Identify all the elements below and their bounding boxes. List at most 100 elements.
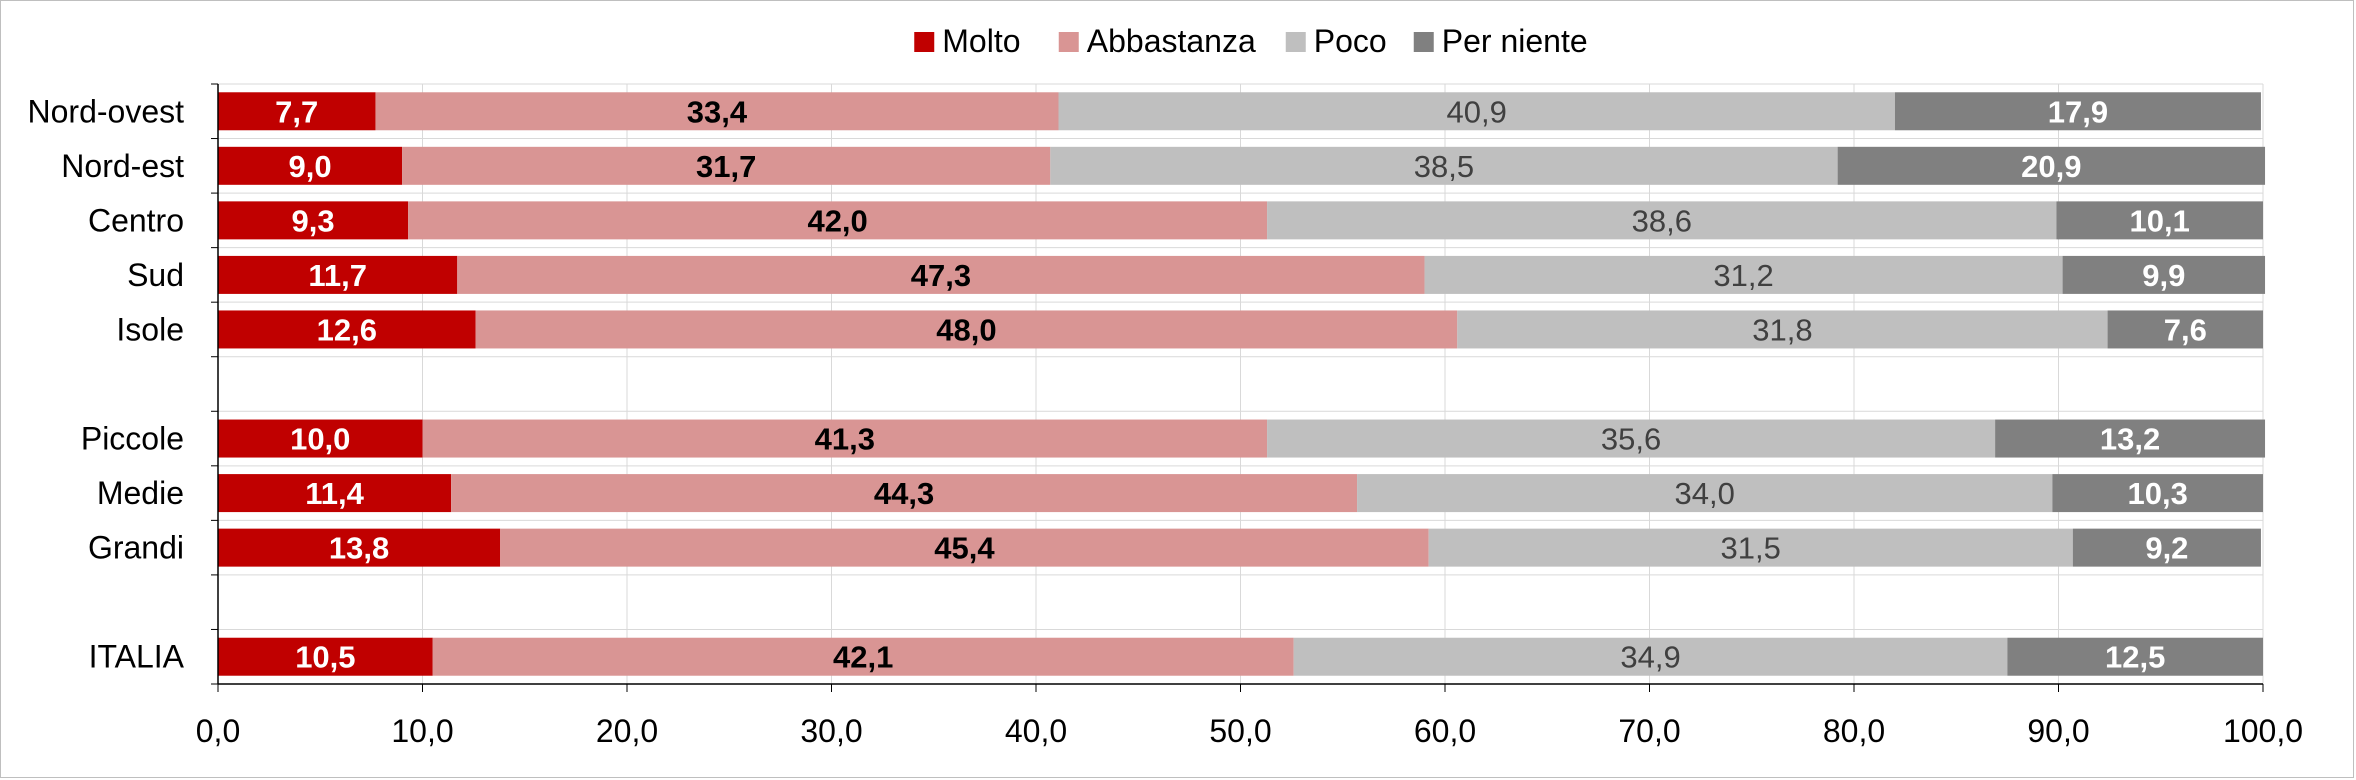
x-tick-label: 40,0	[1005, 713, 1067, 749]
data-label: 34,0	[1675, 476, 1735, 511]
data-label: 10,3	[2128, 476, 2188, 511]
bar-segment-abbastanza	[375, 92, 1059, 131]
data-label: 34,9	[1620, 640, 1680, 675]
category-label: Nord-est	[61, 148, 184, 184]
legend-label: Abbastanza	[1087, 23, 1256, 59]
bar-segment-abbastanza	[457, 255, 1425, 294]
bar-segment-abbastanza	[451, 474, 1358, 513]
data-label: 31,2	[1713, 258, 1773, 293]
data-label: 9,3	[292, 203, 335, 238]
x-tick-label: 70,0	[1618, 713, 1680, 749]
data-label: 7,6	[2164, 312, 2207, 347]
x-tick-label: 80,0	[1823, 713, 1885, 749]
bar-segment-molto	[218, 637, 433, 676]
bar-segment-abbastanza	[500, 528, 1429, 567]
x-tick-label: 90,0	[2027, 713, 2089, 749]
bar-segment-abbastanza	[432, 637, 1294, 676]
data-label: 9,2	[2145, 531, 2188, 566]
category-label: Piccole	[81, 421, 184, 457]
data-label: 38,6	[1632, 203, 1692, 238]
data-label: 48,0	[936, 312, 996, 347]
category-label: Sud	[127, 257, 184, 293]
x-tick-label: 50,0	[1209, 713, 1271, 749]
x-tick-label: 60,0	[1414, 713, 1476, 749]
bar-segment-poco	[1058, 92, 1895, 131]
data-label: 17,9	[2048, 94, 2108, 129]
bar-segment-poco	[1050, 146, 1838, 185]
bar-segment-per-niente	[2062, 255, 2266, 294]
data-label: 11,7	[308, 258, 367, 293]
x-tick-label: 10,0	[391, 713, 453, 749]
x-tick-label: 30,0	[800, 713, 862, 749]
legend-swatch	[1285, 32, 1306, 52]
data-label: 31,5	[1721, 531, 1781, 566]
bar-segment-molto	[218, 146, 403, 185]
data-label: 10,0	[290, 422, 350, 457]
data-label: 31,7	[696, 149, 756, 184]
bar-segment-molto	[218, 310, 476, 349]
bar-segment-per-niente	[1894, 92, 2261, 131]
data-label: 42,0	[807, 203, 867, 238]
bar-segment-poco	[1267, 201, 2057, 240]
bar-segment-per-niente	[2052, 474, 2263, 513]
bar-segment-molto	[218, 528, 501, 567]
category-label: Isole	[116, 311, 184, 347]
data-label: 40,9	[1447, 94, 1507, 129]
bar-segment-per-niente	[2007, 637, 2263, 676]
category-label: Medie	[97, 475, 184, 511]
data-label: 47,3	[911, 258, 971, 293]
data-label: 12,6	[317, 312, 377, 347]
data-label: 12,5	[2105, 640, 2165, 675]
bar-segment-molto	[218, 201, 409, 240]
bar-segment-molto	[218, 255, 458, 294]
data-label: 9,9	[2142, 258, 2185, 293]
data-label: 38,5	[1414, 149, 1474, 184]
x-tick-label: 100,0	[2223, 713, 2303, 749]
bar-segment-poco	[1457, 310, 2108, 349]
legend-label: Per niente	[1442, 23, 1588, 59]
bar-segment-molto	[218, 419, 423, 458]
data-label: 33,4	[687, 94, 748, 129]
data-label: 20,9	[2021, 149, 2081, 184]
bar-segment-poco	[1293, 637, 2008, 676]
legend-swatch	[914, 32, 935, 52]
bar-segment-poco	[1428, 528, 2073, 567]
data-label: 42,1	[833, 640, 893, 675]
bar-segment-poco	[1424, 255, 2063, 294]
category-label: ITALIA	[89, 639, 185, 675]
bar-segment-abbastanza	[402, 146, 1051, 185]
data-label: 13,8	[329, 531, 389, 566]
data-label: 31,8	[1752, 312, 1812, 347]
data-label: 10,5	[295, 640, 355, 675]
bar-segment-abbastanza	[422, 419, 1268, 458]
bar-segment-molto	[218, 474, 452, 513]
x-tick-label: 20,0	[596, 713, 658, 749]
data-label: 10,1	[2130, 203, 2190, 238]
data-label: 11,4	[305, 476, 364, 511]
bar-segment-abbastanza	[475, 310, 1458, 349]
bar-segment-per-niente	[2107, 310, 2263, 349]
bar-segment-abbastanza	[408, 201, 1268, 240]
legend-label: Molto	[942, 23, 1020, 59]
data-label: 7,7	[275, 94, 318, 129]
data-label: 13,2	[2100, 422, 2160, 457]
bar-segment-molto	[218, 92, 376, 131]
legend-swatch	[1413, 32, 1434, 52]
bar-segment-per-niente	[2072, 528, 2261, 567]
legend-label: Poco	[1314, 23, 1387, 59]
data-label: 9,0	[288, 149, 331, 184]
data-label: 35,6	[1601, 422, 1661, 457]
bar-segment-per-niente	[1837, 146, 2266, 185]
legend-swatch	[1058, 32, 1079, 52]
category-label: Nord-ovest	[28, 93, 185, 129]
data-label: 45,4	[934, 531, 995, 566]
category-label: Grandi	[88, 530, 184, 566]
data-label: 44,3	[874, 476, 934, 511]
bar-segment-poco	[1267, 419, 1996, 458]
x-tick-label: 0,0	[196, 713, 240, 749]
bar-segment-poco	[1357, 474, 2053, 513]
category-label: Centro	[88, 202, 184, 238]
bar-segment-per-niente	[1995, 419, 2266, 458]
